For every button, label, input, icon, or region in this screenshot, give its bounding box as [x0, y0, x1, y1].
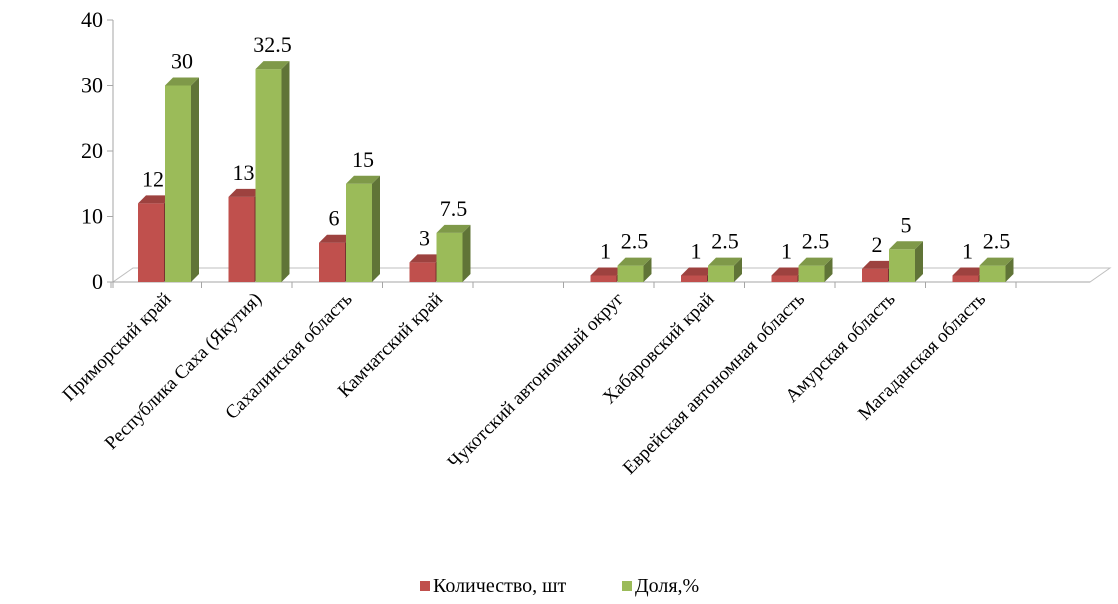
data-label: 2.5 — [983, 229, 1011, 254]
legend-swatch-share — [622, 581, 632, 591]
bar-top — [708, 257, 742, 266]
category-label: Чукотский автономный округ — [444, 289, 628, 473]
bar-side — [1005, 257, 1014, 282]
data-label: 32.5 — [253, 32, 292, 57]
category-label: Еврейская автономная область — [619, 288, 809, 478]
data-label: 13 — [233, 160, 255, 185]
bar — [346, 175, 380, 282]
data-label: 1 — [781, 238, 792, 263]
data-label: 2 — [872, 232, 883, 257]
bar-top — [319, 234, 353, 243]
bar — [708, 257, 742, 282]
y-tick-label: 0 — [92, 269, 103, 294]
bar-side — [915, 241, 923, 282]
bar-top — [228, 188, 263, 197]
bar-front — [138, 203, 164, 282]
bar-front — [319, 242, 345, 282]
bar-side — [643, 257, 652, 282]
y-tick-label: 10 — [81, 204, 103, 229]
bar-top — [889, 241, 923, 250]
bar-top — [409, 254, 444, 263]
y-tick-label: 40 — [81, 7, 103, 32]
bar-top — [979, 257, 1014, 266]
bar-top — [590, 267, 625, 276]
data-label: 3 — [419, 225, 430, 250]
bar-front — [798, 265, 825, 282]
bar — [979, 257, 1014, 282]
bar — [798, 257, 833, 282]
bar-top — [952, 267, 987, 276]
bar-side — [462, 224, 471, 282]
y-tick-label: 20 — [81, 138, 103, 163]
bar — [255, 61, 290, 282]
bar-front — [771, 275, 798, 282]
bar-side — [734, 257, 742, 282]
bar-front — [165, 85, 191, 282]
bar-front — [979, 265, 1006, 282]
bar-top — [255, 61, 290, 70]
bar-top — [681, 267, 715, 276]
bar-top — [617, 257, 652, 266]
bar-front — [862, 268, 888, 282]
data-label: 2.5 — [621, 229, 649, 254]
bar — [436, 224, 471, 282]
bar — [617, 257, 652, 282]
data-label: 30 — [171, 49, 193, 74]
bar-top — [771, 267, 806, 276]
bar-front — [617, 265, 644, 282]
bar-side — [281, 61, 290, 282]
bar-top — [346, 175, 380, 184]
data-label: 7.5 — [440, 196, 468, 221]
data-label: 1 — [600, 238, 611, 263]
bar-top — [436, 224, 471, 233]
bar-front — [681, 275, 707, 282]
bar-front — [346, 183, 372, 282]
bar-top — [862, 260, 896, 269]
data-labels: 12 30 13 32.5 6 15 3 7.5 1 2.5 1 2.5 1 2.5 25 1 2.5 — [142, 32, 1010, 263]
data-label: 12 — [142, 166, 164, 191]
bar-front — [590, 275, 617, 282]
x-axis — [110, 281, 1090, 288]
data-label: 1 — [691, 238, 702, 263]
bar — [165, 77, 199, 282]
bar — [889, 241, 923, 282]
category-label: Республика Саха (Якутия) — [101, 289, 266, 454]
legend-label-share: Доля,% — [635, 575, 699, 597]
bar-front — [255, 69, 282, 282]
legend: Количество, шт Доля,% — [420, 575, 699, 597]
bar-front — [409, 262, 436, 282]
bar-front — [889, 249, 915, 282]
legend-swatch-count — [420, 581, 430, 591]
data-label: 6 — [329, 206, 340, 231]
bar-side — [191, 77, 199, 282]
data-label: 2.5 — [711, 229, 739, 254]
bar-front — [708, 265, 734, 282]
bar-front — [228, 196, 255, 282]
bar-side — [372, 175, 380, 282]
data-label: 15 — [352, 147, 374, 172]
data-label: 2.5 — [802, 229, 830, 254]
bars — [138, 61, 1014, 282]
bar-front — [952, 275, 979, 282]
y-tick-label: 30 — [81, 73, 103, 98]
bar-top — [165, 77, 199, 86]
bar-top — [138, 195, 172, 204]
bar-top — [798, 257, 833, 266]
bar-side — [824, 257, 833, 282]
data-label: 5 — [901, 212, 912, 237]
y-axis: 0 10 20 30 40 — [81, 7, 114, 294]
legend-label-count: Количество, шт — [433, 575, 567, 597]
bar-front — [436, 232, 463, 282]
data-label: 1 — [962, 238, 973, 263]
